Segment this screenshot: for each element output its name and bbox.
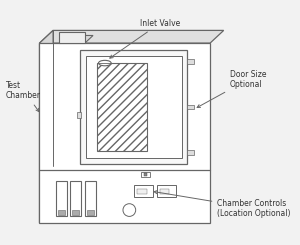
Bar — [188, 60, 194, 64]
Bar — [85, 181, 96, 216]
Polygon shape — [40, 30, 224, 43]
Bar — [188, 105, 194, 109]
Bar — [70, 181, 81, 216]
Bar — [157, 185, 175, 197]
Bar — [188, 150, 194, 155]
Circle shape — [123, 204, 136, 216]
Bar — [80, 50, 188, 164]
Bar — [59, 32, 85, 43]
Ellipse shape — [98, 60, 111, 66]
Polygon shape — [59, 36, 93, 43]
Bar — [56, 181, 67, 216]
Bar — [87, 210, 94, 215]
Text: Chamber Controls
(Location Optional): Chamber Controls (Location Optional) — [154, 191, 291, 218]
Text: Door Size
Optional: Door Size Optional — [197, 70, 266, 108]
Text: Inlet Valve: Inlet Valve — [110, 19, 180, 58]
Bar — [134, 185, 153, 197]
Bar — [97, 63, 147, 151]
Polygon shape — [40, 30, 53, 223]
Bar — [86, 56, 182, 158]
Bar — [72, 210, 80, 215]
Bar — [40, 43, 210, 223]
Bar — [144, 173, 148, 176]
Bar — [58, 210, 65, 215]
Text: Test
Chamber: Test Chamber — [6, 81, 41, 112]
Bar — [77, 112, 81, 118]
Bar — [160, 189, 169, 194]
Bar — [141, 172, 150, 177]
Bar — [137, 189, 147, 194]
